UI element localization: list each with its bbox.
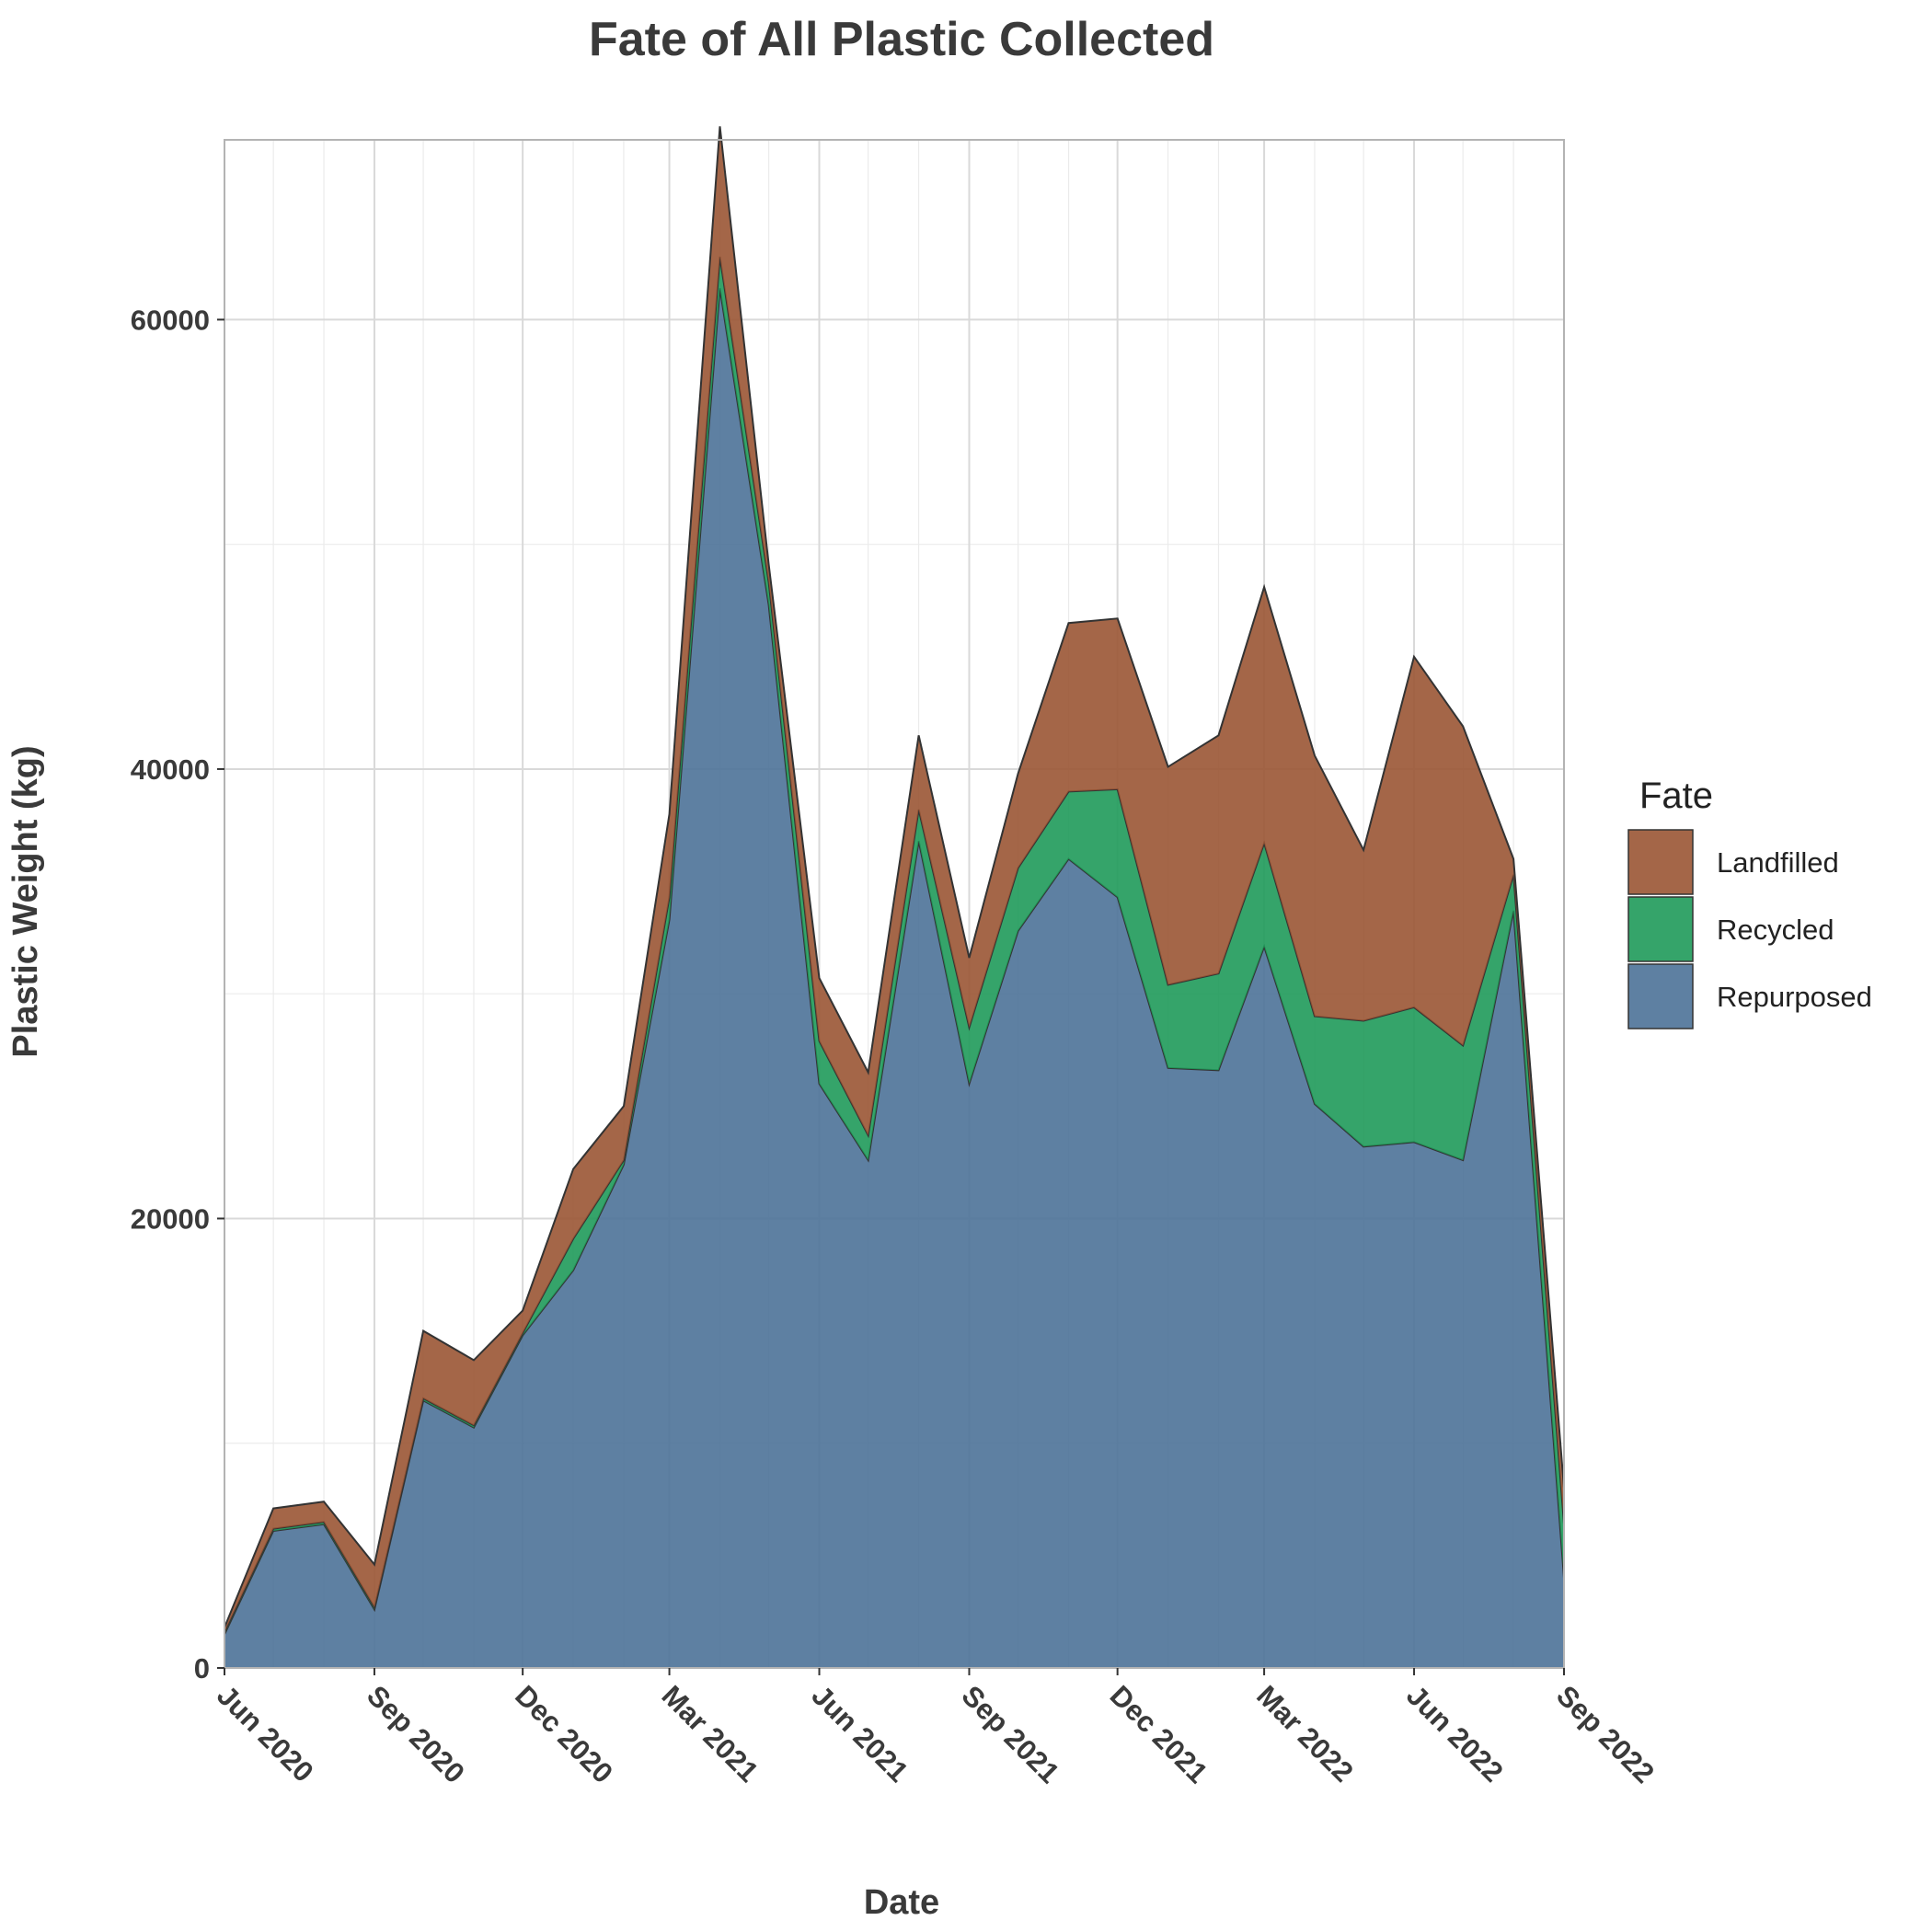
x-tick-label: Mar 2022	[1250, 1679, 1360, 1788]
legend-label-landfilled: Landfilled	[1717, 846, 1839, 879]
legend-key-landfilled	[1627, 829, 1694, 895]
x-tick-label: Sep 2022	[1550, 1679, 1661, 1789]
x-tick-label: Dec 2021	[1104, 1679, 1214, 1789]
y-axis-title: Plastic Weight (kg)	[6, 745, 45, 1057]
chart-title: Fate of All Plastic Collected	[589, 13, 1214, 66]
area-series	[224, 126, 1565, 1669]
area-landfilled	[224, 126, 1564, 1632]
legend-title: Fate	[1639, 776, 1713, 816]
x-tick-label: Sep 2021	[956, 1679, 1066, 1789]
y-tick-label: 40000	[131, 753, 210, 786]
x-tick-label: Jun 2022	[1400, 1679, 1510, 1788]
plot-border	[224, 139, 1565, 1669]
legend-key-recycled	[1627, 896, 1694, 962]
outline-recycled	[224, 256, 1565, 1633]
x-tick-label: Sep 2020	[361, 1679, 471, 1789]
legend-label-repurposed: Repurposed	[1717, 981, 1872, 1013]
legend-label-recycled: Recycled	[1717, 914, 1834, 946]
x-tick-label: Dec 2020	[509, 1679, 619, 1789]
outline-landfilled	[224, 126, 1565, 1628]
x-tick-label: Jun 2020	[211, 1679, 320, 1788]
y-tick-label: 60000	[131, 304, 210, 336]
y-tick-label: 20000	[131, 1202, 210, 1235]
x-tick-label: Mar 2021	[656, 1679, 765, 1788]
area-repurposed	[224, 288, 1564, 1669]
legend: Fate Landfilled Recycled Repurposed	[1627, 776, 1872, 1029]
y-tick-label: 0	[194, 1652, 210, 1685]
x-tick-label: Jun 2021	[806, 1679, 915, 1788]
x-axis-title: Date	[864, 1883, 939, 1922]
legend-key-repurposed	[1627, 963, 1694, 1029]
